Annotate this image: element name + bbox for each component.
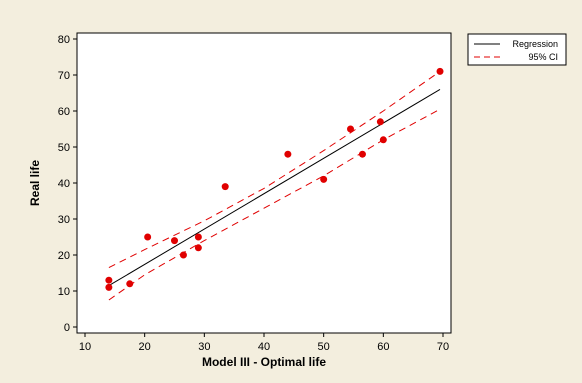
x-tick-label: 60 bbox=[377, 341, 389, 353]
y-tick-label: 20 bbox=[58, 250, 70, 262]
data-point bbox=[194, 233, 202, 241]
data-point bbox=[194, 244, 202, 252]
legend: Regression 95% CI bbox=[467, 33, 567, 66]
data-point bbox=[347, 125, 355, 133]
y-tick-label: 60 bbox=[58, 106, 70, 118]
data-point bbox=[105, 283, 113, 291]
x-axis-title: Model III - Optimal life bbox=[202, 355, 326, 369]
x-tick-label: 30 bbox=[198, 341, 210, 353]
y-tick-label: 70 bbox=[58, 70, 70, 82]
x-tick-label: 40 bbox=[258, 341, 270, 353]
x-axis: 10 20 30 40 50 60 70 bbox=[79, 333, 449, 353]
y-tick-label: 50 bbox=[58, 142, 70, 154]
x-tick-label: 20 bbox=[139, 341, 151, 353]
ci-upper-line bbox=[108, 70, 441, 269]
data-point bbox=[144, 233, 152, 241]
plot-area bbox=[76, 32, 452, 334]
y-axis: 0 10 20 30 40 50 60 70 80 bbox=[58, 34, 77, 334]
x-tick-label: 10 bbox=[79, 341, 91, 353]
y-axis-title: Real life bbox=[28, 160, 42, 206]
data-point bbox=[126, 280, 134, 288]
data-point bbox=[105, 276, 113, 284]
x-tick-label: 70 bbox=[437, 341, 449, 353]
x-tick-label: 50 bbox=[318, 341, 330, 353]
data-point bbox=[358, 150, 366, 158]
legend-box bbox=[467, 33, 567, 66]
y-tick-label: 80 bbox=[58, 34, 70, 46]
regression-line bbox=[108, 88, 441, 287]
data-point bbox=[179, 251, 187, 259]
data-point bbox=[320, 175, 328, 183]
points-layer bbox=[105, 67, 444, 291]
legend-label-regression: Regression bbox=[512, 39, 558, 49]
legend-label-ci: 95% CI bbox=[528, 52, 558, 62]
y-tick-label: 30 bbox=[58, 214, 70, 226]
data-point bbox=[221, 183, 229, 191]
y-tick-label: 40 bbox=[58, 178, 70, 190]
y-tick-label: 0 bbox=[64, 322, 70, 334]
data-point bbox=[284, 150, 292, 158]
data-point bbox=[436, 67, 444, 75]
data-point bbox=[376, 118, 384, 126]
y-tick-label: 10 bbox=[58, 286, 70, 298]
data-point bbox=[379, 136, 387, 144]
data-point bbox=[171, 237, 178, 245]
